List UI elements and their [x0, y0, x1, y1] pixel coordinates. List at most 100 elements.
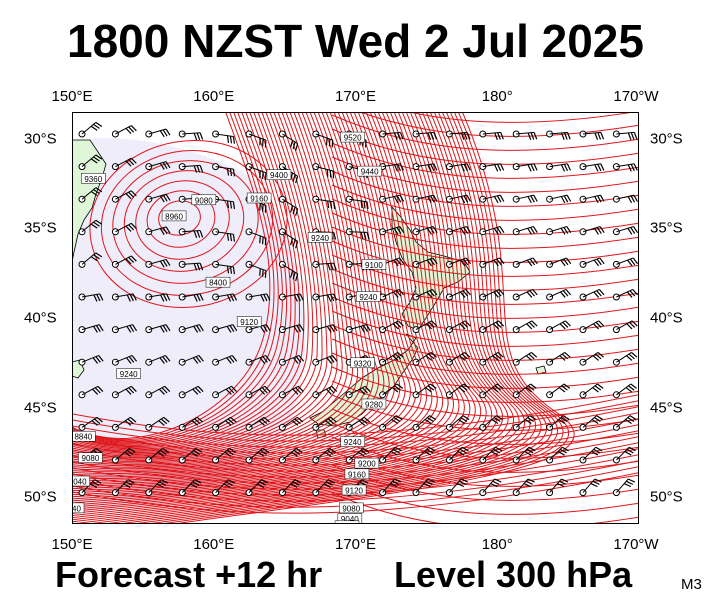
wind-barb [212, 228, 236, 242]
wind-barb [546, 351, 571, 366]
height-contour [72, 112, 520, 519]
height-contour [72, 448, 639, 490]
map-frame [72, 112, 639, 524]
wind-barb [512, 226, 538, 236]
wind-barb [212, 130, 236, 144]
wind-barb [445, 163, 471, 172]
svg-text:9240: 9240 [120, 370, 138, 379]
height-contour [407, 112, 637, 123]
wind-barb [445, 478, 469, 497]
svg-text:8400: 8400 [209, 279, 227, 288]
height-contour [72, 112, 374, 467]
svg-text:9280: 9280 [365, 400, 383, 409]
wind-barb [178, 163, 204, 173]
wind-barb [178, 260, 204, 271]
height-contour [72, 112, 454, 494]
wind-barb [245, 385, 271, 399]
wind-barb [345, 416, 371, 431]
wind-barb [145, 258, 171, 268]
wind-barb [412, 194, 438, 204]
contour-label: 9440 [357, 165, 382, 177]
wind-barb [111, 222, 137, 236]
svg-text:9320: 9320 [354, 359, 372, 368]
height-contour [72, 112, 395, 473]
wind-barb [479, 415, 503, 431]
wind-barb [145, 447, 169, 464]
svg-text:9200: 9200 [358, 460, 376, 469]
svg-text:9080: 9080 [195, 196, 213, 205]
wind-barb [546, 257, 572, 268]
height-contour [331, 338, 639, 375]
wind-barb [445, 257, 472, 268]
wind-barb [412, 415, 437, 431]
lat-tick-label-left: 30°S [24, 130, 57, 148]
height-contour [331, 380, 639, 417]
wind-barb [145, 161, 171, 171]
height-contour [72, 112, 301, 447]
wind-barb [546, 130, 571, 140]
wind-barb [278, 324, 305, 334]
contour-label: 8400 [205, 276, 231, 288]
lat-tick-label-right: 30°S [650, 130, 683, 148]
contour-label: 9160 [344, 468, 370, 479]
wind-barb [479, 383, 504, 399]
contour-label: 9360 [81, 173, 106, 184]
contour-label: 9040 [72, 502, 85, 513]
height-contour [72, 112, 305, 449]
contour-label: 9120 [341, 484, 367, 495]
wind-barb [78, 154, 103, 171]
wind-barb [278, 130, 299, 151]
height-contour [83, 112, 542, 524]
wind-barb [512, 194, 538, 204]
wind-barb [145, 193, 171, 203]
height-contour [72, 424, 639, 466]
wind-barb [579, 257, 605, 268]
wind-barb [78, 187, 103, 203]
height-contour [72, 418, 639, 460]
wind-barb [312, 385, 338, 399]
wind-barb [512, 351, 538, 366]
wind-barb [212, 163, 236, 177]
wind-barb [479, 226, 505, 236]
height-contour [89, 139, 288, 309]
wind-barb [212, 447, 236, 464]
wind-barb [612, 415, 637, 431]
wind-barb [479, 320, 505, 334]
height-contour [72, 112, 364, 464]
height-contour [72, 430, 639, 472]
map-title: 1800 NZST Wed 2 Jul 2025 [67, 15, 644, 67]
height-contour [72, 112, 309, 450]
wind-barb [278, 447, 303, 464]
contour-label: 9120 [236, 316, 262, 327]
contour-label: 9240 [116, 368, 141, 379]
wind-barb [612, 383, 637, 399]
wind-barb [178, 130, 204, 141]
forecast-label: Forecast +12 hr [55, 554, 323, 595]
wind-barb [445, 288, 471, 301]
wind-barb [479, 194, 505, 204]
height-contour [72, 466, 639, 508]
wind-barb [312, 260, 337, 271]
height-contour [72, 112, 471, 500]
svg-text:9400: 9400 [270, 171, 288, 180]
level-label: Level 300 hPa [394, 554, 633, 595]
wind-barb [245, 163, 267, 181]
wind-barb [612, 226, 639, 236]
height-contour [72, 112, 380, 468]
contour-label: 9520 [340, 131, 365, 143]
wind-barb [512, 163, 538, 172]
wind-barb [412, 478, 435, 497]
height-contour [72, 112, 503, 512]
wind-barb [412, 163, 438, 172]
height-contour [72, 112, 481, 504]
wind-barb [412, 320, 438, 334]
lat-tick-label-right: 35°S [650, 219, 683, 237]
wind-barb [379, 415, 403, 431]
height-contour [331, 184, 639, 221]
height-contour [72, 472, 639, 514]
wind-barb [512, 478, 535, 497]
wind-barb [145, 385, 171, 399]
wind-barb [78, 252, 103, 268]
wind-barb [312, 163, 335, 179]
wind-barb [612, 478, 636, 497]
